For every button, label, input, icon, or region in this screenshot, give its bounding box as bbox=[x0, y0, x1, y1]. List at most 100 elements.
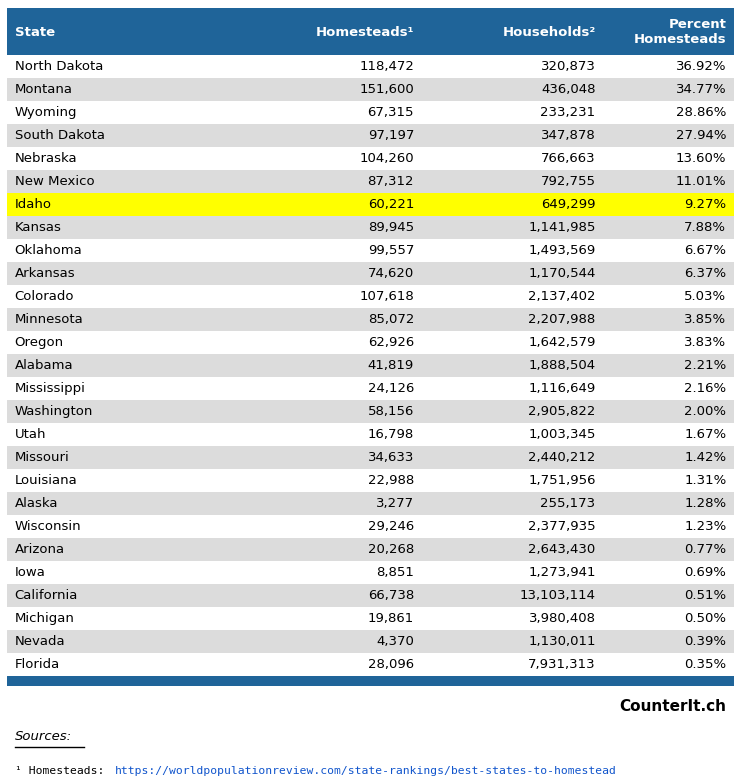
Text: Alabama: Alabama bbox=[15, 359, 73, 372]
Text: North Dakota: North Dakota bbox=[15, 60, 103, 73]
Text: 2,137,402: 2,137,402 bbox=[528, 290, 596, 303]
Text: 0.77%: 0.77% bbox=[684, 543, 726, 556]
Text: 28.86%: 28.86% bbox=[676, 106, 726, 119]
Text: Minnesota: Minnesota bbox=[15, 313, 84, 326]
Text: 1.67%: 1.67% bbox=[684, 427, 726, 441]
Text: 1,888,504: 1,888,504 bbox=[528, 359, 596, 372]
Text: 1.42%: 1.42% bbox=[684, 451, 726, 464]
Text: 58,156: 58,156 bbox=[368, 405, 414, 418]
Text: Percent
Homesteads: Percent Homesteads bbox=[634, 18, 726, 46]
Text: Sources:: Sources: bbox=[15, 730, 72, 743]
Text: 320,873: 320,873 bbox=[541, 60, 596, 73]
Text: 0.50%: 0.50% bbox=[685, 612, 726, 625]
Text: 2.00%: 2.00% bbox=[685, 405, 726, 418]
Text: 1,642,579: 1,642,579 bbox=[528, 336, 596, 349]
Text: 104,260: 104,260 bbox=[359, 152, 414, 165]
Text: 2,207,988: 2,207,988 bbox=[528, 313, 596, 326]
Text: Kansas: Kansas bbox=[15, 221, 62, 234]
Text: 34,633: 34,633 bbox=[368, 451, 414, 464]
Text: 3.83%: 3.83% bbox=[684, 336, 726, 349]
Text: 255,173: 255,173 bbox=[540, 497, 596, 510]
Text: ¹ Homesteads:: ¹ Homesteads: bbox=[15, 767, 111, 776]
Text: CounterIt.ch: CounterIt.ch bbox=[619, 700, 726, 714]
Text: 766,663: 766,663 bbox=[541, 152, 596, 165]
Text: 36.92%: 36.92% bbox=[676, 60, 726, 73]
Text: 9.27%: 9.27% bbox=[684, 198, 726, 211]
Text: https://worldpopulationreview.com/state-rankings/best-states-to-homestead: https://worldpopulationreview.com/state-… bbox=[115, 767, 617, 776]
Text: Louisiana: Louisiana bbox=[15, 473, 77, 487]
Text: 67,315: 67,315 bbox=[368, 106, 414, 119]
Text: 34.77%: 34.77% bbox=[676, 83, 726, 96]
Text: 41,819: 41,819 bbox=[368, 359, 414, 372]
Text: 8,851: 8,851 bbox=[376, 566, 414, 579]
Text: 19,861: 19,861 bbox=[368, 612, 414, 625]
Text: 0.39%: 0.39% bbox=[685, 635, 726, 648]
Text: Colorado: Colorado bbox=[15, 290, 74, 303]
Text: 6.37%: 6.37% bbox=[684, 267, 726, 280]
Text: 0.51%: 0.51% bbox=[684, 589, 726, 602]
Text: 107,618: 107,618 bbox=[359, 290, 414, 303]
Text: Wyoming: Wyoming bbox=[15, 106, 77, 119]
Text: 1,170,544: 1,170,544 bbox=[528, 267, 596, 280]
Text: 2,905,822: 2,905,822 bbox=[528, 405, 596, 418]
Text: 2,440,212: 2,440,212 bbox=[528, 451, 596, 464]
Text: 2.16%: 2.16% bbox=[684, 381, 726, 395]
Text: 1.23%: 1.23% bbox=[684, 519, 726, 533]
Text: Homesteads¹: Homesteads¹ bbox=[316, 26, 414, 39]
Text: 3,277: 3,277 bbox=[376, 497, 414, 510]
Text: Nebraska: Nebraska bbox=[15, 152, 77, 165]
Text: South Dakota: South Dakota bbox=[15, 129, 104, 142]
Text: 62,926: 62,926 bbox=[368, 336, 414, 349]
Text: Arizona: Arizona bbox=[15, 543, 64, 556]
Text: 1.28%: 1.28% bbox=[684, 497, 726, 510]
Text: Oklahoma: Oklahoma bbox=[15, 244, 82, 257]
Text: 22,988: 22,988 bbox=[368, 473, 414, 487]
Text: Idaho: Idaho bbox=[15, 198, 52, 211]
Text: 13,103,114: 13,103,114 bbox=[519, 589, 596, 602]
Text: Washington: Washington bbox=[15, 405, 93, 418]
Text: 1,141,985: 1,141,985 bbox=[528, 221, 596, 234]
Text: 87,312: 87,312 bbox=[368, 175, 414, 188]
Text: Florida: Florida bbox=[15, 658, 60, 671]
Text: 6.67%: 6.67% bbox=[685, 244, 726, 257]
Text: 20,268: 20,268 bbox=[368, 543, 414, 556]
Text: 5.03%: 5.03% bbox=[684, 290, 726, 303]
Text: Arkansas: Arkansas bbox=[15, 267, 76, 280]
Text: 66,738: 66,738 bbox=[368, 589, 414, 602]
Text: 3.85%: 3.85% bbox=[684, 313, 726, 326]
Text: 27.94%: 27.94% bbox=[676, 129, 726, 142]
Text: California: California bbox=[15, 589, 78, 602]
Text: 118,472: 118,472 bbox=[359, 60, 414, 73]
Text: Michigan: Michigan bbox=[15, 612, 75, 625]
Text: 649,299: 649,299 bbox=[541, 198, 596, 211]
Text: 792,755: 792,755 bbox=[541, 175, 596, 188]
Text: 24,126: 24,126 bbox=[368, 381, 414, 395]
Text: Wisconsin: Wisconsin bbox=[15, 519, 82, 533]
Text: 7,931,313: 7,931,313 bbox=[528, 658, 596, 671]
Text: 2,643,430: 2,643,430 bbox=[528, 543, 596, 556]
Text: 60,221: 60,221 bbox=[368, 198, 414, 211]
Text: 4,370: 4,370 bbox=[376, 635, 414, 648]
Text: Nevada: Nevada bbox=[15, 635, 65, 648]
Text: 11.01%: 11.01% bbox=[676, 175, 726, 188]
Text: 1,751,956: 1,751,956 bbox=[528, 473, 596, 487]
Text: Alaska: Alaska bbox=[15, 497, 59, 510]
Text: 436,048: 436,048 bbox=[541, 83, 596, 96]
Text: Missouri: Missouri bbox=[15, 451, 70, 464]
Text: 85,072: 85,072 bbox=[368, 313, 414, 326]
Text: 2,377,935: 2,377,935 bbox=[528, 519, 596, 533]
Text: 347,878: 347,878 bbox=[541, 129, 596, 142]
Text: 3,980,408: 3,980,408 bbox=[528, 612, 596, 625]
Text: 28,096: 28,096 bbox=[368, 658, 414, 671]
Text: 0.35%: 0.35% bbox=[684, 658, 726, 671]
Text: Mississippi: Mississippi bbox=[15, 381, 85, 395]
Text: 1,116,649: 1,116,649 bbox=[528, 381, 596, 395]
Text: Oregon: Oregon bbox=[15, 336, 64, 349]
Text: 97,197: 97,197 bbox=[368, 129, 414, 142]
Text: 74,620: 74,620 bbox=[368, 267, 414, 280]
Text: 151,600: 151,600 bbox=[359, 83, 414, 96]
Text: 99,557: 99,557 bbox=[368, 244, 414, 257]
Text: New Mexico: New Mexico bbox=[15, 175, 94, 188]
Text: State: State bbox=[15, 26, 55, 39]
Text: 1,493,569: 1,493,569 bbox=[528, 244, 596, 257]
